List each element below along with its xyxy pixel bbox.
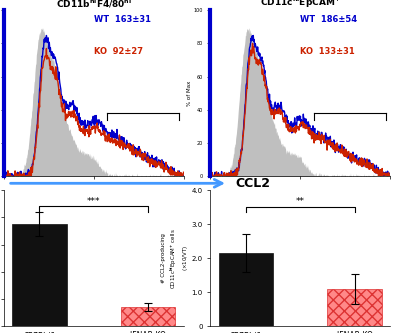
Text: CCL2: CCL2 <box>236 177 271 190</box>
Text: ***: *** <box>87 197 100 206</box>
Bar <box>12 224 67 326</box>
Text: WT  163±31: WT 163±31 <box>94 15 151 24</box>
Bar <box>121 307 175 326</box>
Title: $\mathbf{CD11b^{hi}F4/80^{hi}}$: $\mathbf{CD11b^{hi}F4/80^{hi}}$ <box>56 0 132 10</box>
Text: KO  133±31: KO 133±31 <box>300 47 355 56</box>
Text: **: ** <box>296 197 305 206</box>
Y-axis label: % of Max: % of Max <box>187 81 192 106</box>
Title: $\mathbf{CD11c^{hi}EpCAM^{+}}$: $\mathbf{CD11c^{hi}EpCAM^{+}}$ <box>260 0 341 10</box>
Text: KO  92±27: KO 92±27 <box>94 47 143 56</box>
Y-axis label: # CCL2-producing
CD11c$^{\mathbf{hi}}$EpCAM$^{\mathbf{+}}$ cells
($\times$10/VT): # CCL2-producing CD11c$^{\mathbf{hi}}$Ep… <box>161 228 190 289</box>
Bar <box>219 253 273 326</box>
Bar <box>327 289 382 326</box>
Text: WT  186±54: WT 186±54 <box>300 15 357 24</box>
